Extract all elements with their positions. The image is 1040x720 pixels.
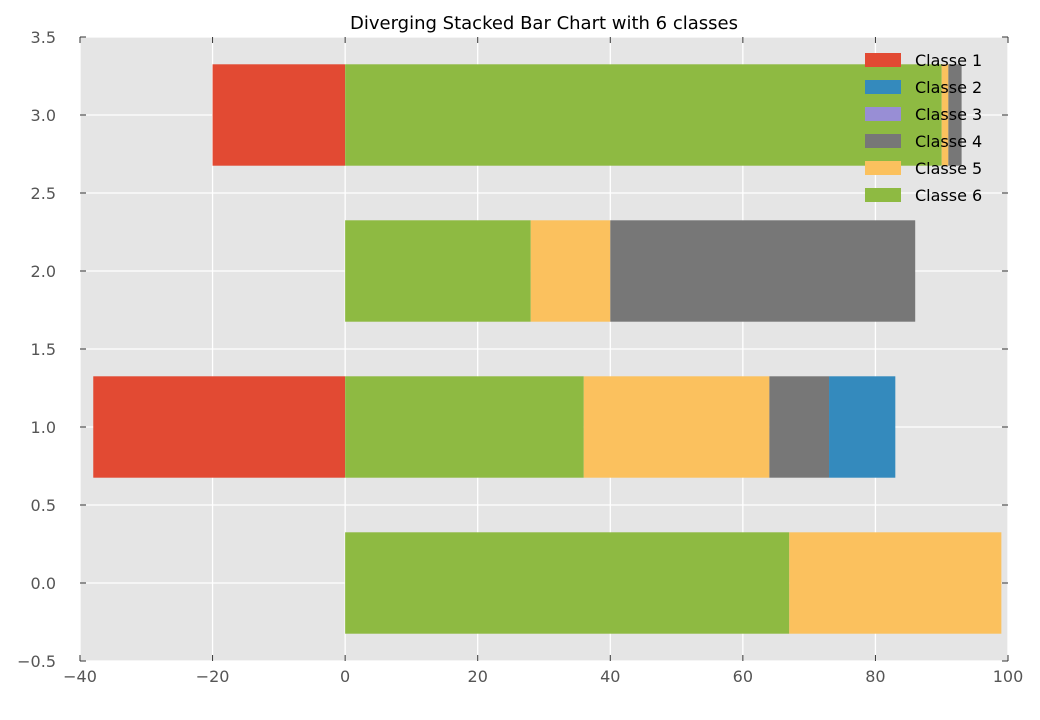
y-tick-label: 0.0 bbox=[31, 574, 56, 593]
bar-segment-classe-5 bbox=[530, 220, 611, 322]
legend-swatch bbox=[865, 80, 901, 94]
bar-segment-classe-1 bbox=[93, 376, 346, 478]
y-tick-label: 1.0 bbox=[31, 418, 56, 437]
y-tick-label: 2.0 bbox=[31, 262, 56, 281]
x-tick-label: −40 bbox=[63, 667, 97, 686]
x-tick-label: 80 bbox=[865, 667, 885, 686]
y-tick-label: 3.0 bbox=[31, 106, 56, 125]
bar-segment-classe-5 bbox=[789, 532, 1002, 634]
bar-segment-classe-5 bbox=[583, 376, 770, 478]
y-tick-label: 1.5 bbox=[31, 340, 56, 359]
legend-label: Classe 1 bbox=[915, 51, 982, 70]
bars bbox=[93, 64, 1002, 634]
bar-segment-classe-6 bbox=[345, 376, 584, 478]
x-tick-label: 40 bbox=[600, 667, 620, 686]
legend-swatch bbox=[865, 107, 901, 121]
legend-label: Classe 3 bbox=[915, 105, 982, 124]
bar-segment-classe-4 bbox=[769, 376, 830, 478]
legend-label: Classe 5 bbox=[915, 159, 982, 178]
chart-title: Diverging Stacked Bar Chart with 6 class… bbox=[350, 13, 738, 34]
axis-ticks: −40 −20 0 20 40 60 80 100 −0.5 0.0 0.5 1.0 1.5 2.0 2.5… bbox=[17, 28, 1023, 686]
x-tick-label: 100 bbox=[993, 667, 1024, 686]
x-tick-label: 0 bbox=[340, 667, 350, 686]
legend-label: Classe 6 bbox=[915, 186, 982, 205]
bar-segment-classe-4 bbox=[610, 220, 916, 322]
legend-swatch bbox=[865, 134, 901, 148]
x-tick-label: −20 bbox=[196, 667, 230, 686]
bar-segment-classe-4 bbox=[948, 64, 962, 166]
legend-swatch bbox=[865, 188, 901, 202]
bar-segment-classe-5 bbox=[941, 64, 949, 166]
y-tick-label: −0.5 bbox=[17, 652, 56, 671]
legend: Classe 1 Classe 2 Classe 3 Classe 4 Classe 5… bbox=[865, 51, 982, 205]
bar-segment-classe-6 bbox=[345, 532, 790, 634]
y-tick-label: 3.5 bbox=[31, 28, 56, 47]
x-tick-label: 60 bbox=[733, 667, 753, 686]
legend-label: Classe 2 bbox=[915, 78, 982, 97]
x-tick-label: 20 bbox=[468, 667, 488, 686]
legend-swatch bbox=[865, 161, 901, 175]
legend-label: Classe 4 bbox=[915, 132, 982, 151]
y-tick-label: 2.5 bbox=[31, 184, 56, 203]
legend-swatch bbox=[865, 53, 901, 67]
bar-segment-classe-6 bbox=[345, 64, 942, 166]
bar-segment-classe-2 bbox=[829, 376, 896, 478]
bar-segment-classe-6 bbox=[345, 220, 531, 322]
y-tick-label: 0.5 bbox=[31, 496, 56, 515]
bar-segment-classe-1 bbox=[212, 64, 346, 166]
